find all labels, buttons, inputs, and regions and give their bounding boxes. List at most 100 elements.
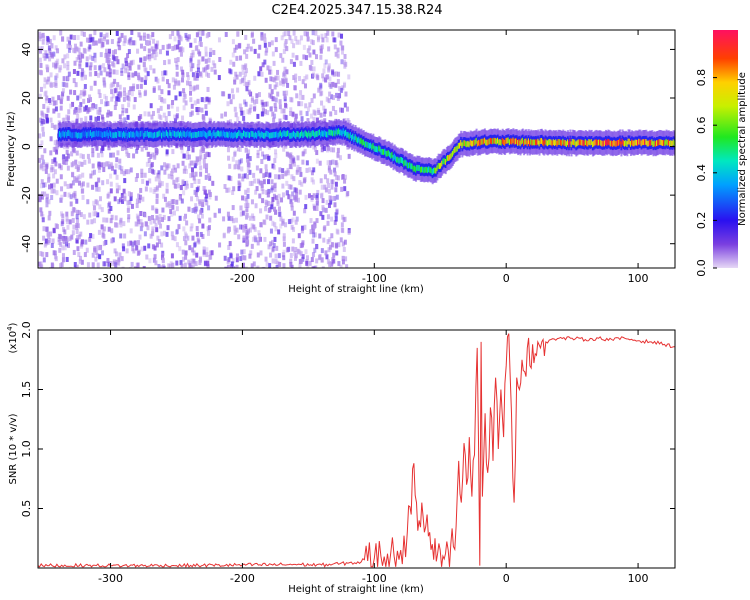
noise-cell xyxy=(107,261,111,267)
noise-cell xyxy=(54,45,58,51)
noise-cell xyxy=(235,74,239,80)
noise-cell xyxy=(296,164,300,170)
noise-cell xyxy=(268,263,272,268)
noise-cell xyxy=(200,107,204,113)
noise-cell xyxy=(243,80,247,86)
noise-cell xyxy=(47,199,51,205)
noise-cell xyxy=(326,239,330,245)
noise-cell xyxy=(86,153,90,159)
ridge-core xyxy=(241,132,244,139)
noise-cell xyxy=(81,188,85,194)
ridge-core xyxy=(105,131,108,138)
noise-cell xyxy=(207,97,211,103)
noise-cell xyxy=(195,106,199,112)
colorbar-tick-label: 0.4 xyxy=(695,164,708,182)
noise-cell xyxy=(294,187,298,193)
noise-cell xyxy=(152,189,156,195)
noise-cell xyxy=(283,31,287,37)
noise-cell xyxy=(68,44,72,50)
noise-cell xyxy=(189,97,193,103)
noise-cell xyxy=(257,53,261,59)
noise-cell xyxy=(39,207,43,213)
noise-cell xyxy=(141,196,145,202)
noise-cell xyxy=(138,90,142,96)
spectrogram-heatmap xyxy=(38,30,675,268)
noise-cell xyxy=(61,81,65,87)
noise-cell xyxy=(323,146,327,152)
ridge-core xyxy=(420,166,423,173)
noise-cell xyxy=(163,196,167,202)
noise-cell xyxy=(321,266,325,268)
noise-cell xyxy=(285,90,289,96)
noise-cell xyxy=(111,152,115,158)
noise-cell xyxy=(237,164,241,170)
noise-cell xyxy=(324,59,328,65)
noise-cell xyxy=(210,66,214,72)
noise-cell xyxy=(284,78,288,84)
ridge-core xyxy=(514,138,517,145)
noise-cell xyxy=(272,242,276,248)
noise-cell xyxy=(166,225,170,231)
noise-cell xyxy=(188,81,192,87)
ridge-core xyxy=(439,162,442,169)
noise-cell xyxy=(341,228,345,234)
noise-cell xyxy=(121,266,125,268)
noise-cell xyxy=(301,79,305,85)
noise-cell xyxy=(184,254,188,260)
noise-cell xyxy=(291,238,295,244)
noise-cell xyxy=(101,63,105,69)
ridge-core xyxy=(60,132,63,139)
noise-cell xyxy=(124,61,128,67)
ridge-core xyxy=(99,130,102,137)
ridge-core xyxy=(163,131,166,138)
noise-cell xyxy=(42,226,46,232)
noise-cell xyxy=(320,192,324,198)
noise-cell xyxy=(174,118,178,124)
noise-cell xyxy=(91,252,95,258)
noise-cell xyxy=(343,186,347,192)
ridge-core xyxy=(521,137,524,144)
noise-cell xyxy=(89,115,93,121)
noise-cell xyxy=(241,210,245,216)
noise-cell xyxy=(154,46,158,52)
ridge-core xyxy=(564,139,567,146)
noise-cell xyxy=(50,43,54,49)
noise-cell xyxy=(167,83,171,89)
ridge-core xyxy=(263,132,266,139)
x-tick-label: 100 xyxy=(628,572,649,585)
noise-cell xyxy=(273,182,277,188)
ridge-core xyxy=(171,130,174,137)
noise-cell xyxy=(62,154,66,160)
noise-cell xyxy=(93,218,97,224)
noise-cell xyxy=(171,99,175,105)
ridge-core xyxy=(396,156,399,163)
noise-cell xyxy=(238,103,242,109)
noise-cell xyxy=(74,177,78,183)
ridge-core xyxy=(240,132,243,139)
noise-cell xyxy=(197,107,201,113)
ridge-core xyxy=(563,140,566,146)
noise-cell xyxy=(58,163,62,169)
noise-cell xyxy=(315,243,319,249)
ridge-core xyxy=(659,139,662,146)
noise-cell xyxy=(309,66,313,72)
noise-cell xyxy=(60,186,64,192)
noise-cell xyxy=(109,152,113,158)
ridge-core xyxy=(444,159,447,165)
noise-cell xyxy=(100,99,104,105)
noise-cell xyxy=(306,265,310,268)
noise-cell xyxy=(292,43,296,49)
noise-cell xyxy=(313,205,317,211)
noise-cell xyxy=(300,116,304,122)
ridge-core xyxy=(355,136,358,143)
noise-cell xyxy=(85,56,89,62)
noise-cell xyxy=(232,186,236,192)
noise-cell xyxy=(299,60,303,66)
ridge-core xyxy=(435,167,438,174)
ridge-core xyxy=(512,137,515,144)
noise-cell xyxy=(122,87,126,93)
ridge-core xyxy=(622,140,625,146)
noise-cell xyxy=(263,108,267,114)
noise-cell xyxy=(271,185,275,191)
noise-cell xyxy=(319,45,323,51)
